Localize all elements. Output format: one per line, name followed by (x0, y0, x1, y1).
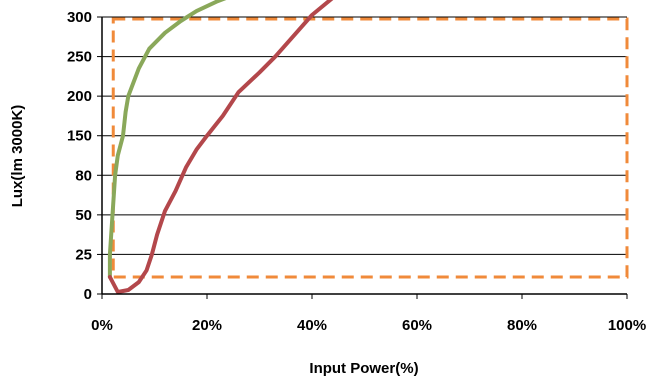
axes (97, 16, 628, 299)
y-tick-label-6: 250 (67, 49, 92, 66)
x-tick-label-2: 40% (297, 317, 327, 334)
x-tick-label-0: 0% (91, 317, 113, 334)
annotation-box (111, 17, 629, 279)
y-tick-label-2: 50 (75, 207, 92, 224)
x-tick-labels: 0% 20% 40% 60% 80% 100% (91, 317, 646, 334)
x-tick-label-1: 20% (192, 317, 222, 334)
series-line-2 (107, 0, 334, 294)
gridlines (102, 16, 627, 255)
x-tick-label-3: 60% (402, 317, 432, 334)
x-tick-label-4: 80% (507, 317, 537, 334)
y-tick-label-0: 0 (84, 286, 92, 303)
y-tick-label-3: 80 (75, 167, 92, 184)
x-tick-label-5: 100% (608, 317, 646, 334)
y-tick-label-4: 150 (67, 128, 92, 145)
y-tick-label-7: 300 (67, 9, 92, 26)
annotation-box-group (111, 17, 629, 279)
y-tick-labels: 0 25 50 80 150 200 250 300 (67, 9, 92, 303)
y-axis-title: Lux(lm 3000K) (9, 105, 26, 208)
y-tick-label-1: 25 (75, 246, 92, 263)
series-group (107, 0, 334, 294)
series-line-1 (107, 0, 227, 279)
y-tick-label-5: 200 (67, 88, 92, 105)
x-axis-title: Input Power(%) (309, 360, 418, 377)
